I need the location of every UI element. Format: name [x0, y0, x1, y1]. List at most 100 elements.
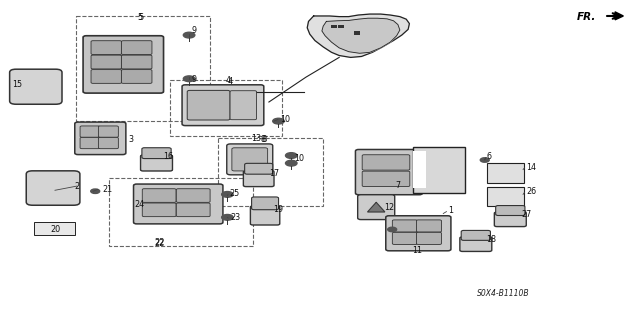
Bar — [34, 222, 75, 235]
Text: 12: 12 — [384, 203, 394, 212]
Circle shape — [388, 227, 397, 232]
Text: 3: 3 — [129, 135, 133, 144]
Text: 9: 9 — [191, 27, 196, 36]
FancyBboxPatch shape — [230, 91, 257, 120]
Text: FR.: FR. — [577, 12, 596, 22]
FancyBboxPatch shape — [142, 203, 176, 217]
FancyBboxPatch shape — [122, 41, 152, 54]
Text: 26: 26 — [526, 188, 536, 196]
FancyBboxPatch shape — [122, 55, 152, 69]
Text: 4: 4 — [226, 76, 231, 85]
FancyBboxPatch shape — [243, 171, 274, 187]
FancyBboxPatch shape — [494, 212, 526, 227]
FancyBboxPatch shape — [461, 230, 490, 240]
FancyBboxPatch shape — [460, 237, 492, 252]
FancyBboxPatch shape — [134, 184, 223, 224]
Text: 21: 21 — [103, 185, 113, 194]
Bar — [487, 187, 524, 205]
FancyBboxPatch shape — [227, 144, 273, 175]
FancyBboxPatch shape — [26, 171, 80, 205]
FancyBboxPatch shape — [83, 36, 164, 93]
FancyBboxPatch shape — [91, 41, 122, 54]
Polygon shape — [307, 14, 410, 57]
Circle shape — [91, 189, 100, 194]
FancyBboxPatch shape — [141, 155, 173, 171]
FancyBboxPatch shape — [176, 189, 210, 202]
FancyBboxPatch shape — [355, 149, 422, 195]
Text: 22: 22 — [154, 238, 164, 247]
Circle shape — [183, 32, 195, 38]
Text: 4: 4 — [227, 77, 233, 86]
FancyBboxPatch shape — [392, 232, 417, 244]
Text: 20: 20 — [50, 225, 60, 234]
Text: 14: 14 — [526, 163, 536, 172]
FancyBboxPatch shape — [188, 90, 230, 120]
Text: 8: 8 — [260, 135, 266, 144]
Circle shape — [285, 153, 297, 158]
FancyBboxPatch shape — [91, 69, 122, 83]
Text: 9: 9 — [191, 75, 196, 84]
Bar — [170, 80, 282, 136]
Polygon shape — [367, 202, 385, 212]
Polygon shape — [615, 12, 623, 20]
FancyBboxPatch shape — [176, 203, 210, 217]
Circle shape — [221, 192, 233, 197]
FancyBboxPatch shape — [392, 220, 417, 232]
FancyBboxPatch shape — [10, 69, 62, 104]
FancyBboxPatch shape — [142, 189, 176, 202]
Text: 16: 16 — [164, 152, 173, 161]
Text: 10: 10 — [294, 154, 305, 163]
Text: 6: 6 — [486, 152, 491, 161]
FancyBboxPatch shape — [91, 55, 122, 69]
Text: 7: 7 — [396, 181, 401, 190]
Text: 24: 24 — [135, 200, 145, 209]
Text: 11: 11 — [413, 246, 422, 255]
Circle shape — [221, 214, 233, 220]
Text: 25: 25 — [229, 189, 239, 198]
FancyBboxPatch shape — [142, 148, 171, 159]
Text: 13: 13 — [252, 134, 261, 143]
Text: 17: 17 — [269, 169, 279, 178]
Bar — [487, 163, 524, 183]
Bar — [413, 147, 465, 193]
Text: 23: 23 — [230, 213, 241, 222]
FancyBboxPatch shape — [417, 220, 442, 232]
Bar — [354, 31, 360, 35]
Text: 2: 2 — [74, 182, 79, 191]
FancyBboxPatch shape — [358, 195, 395, 220]
Text: 5: 5 — [138, 13, 143, 22]
FancyBboxPatch shape — [362, 155, 410, 170]
Bar — [218, 138, 323, 206]
FancyBboxPatch shape — [75, 122, 126, 155]
FancyBboxPatch shape — [417, 232, 442, 244]
Text: S0X4-B1110B: S0X4-B1110B — [476, 289, 529, 298]
Text: 5: 5 — [138, 13, 143, 22]
Text: 27: 27 — [521, 210, 531, 219]
Bar — [338, 25, 344, 28]
Text: 15: 15 — [12, 80, 22, 89]
Polygon shape — [322, 18, 400, 53]
Bar — [76, 16, 210, 121]
Text: 19: 19 — [273, 205, 284, 214]
FancyBboxPatch shape — [362, 171, 410, 187]
FancyBboxPatch shape — [244, 163, 273, 174]
FancyBboxPatch shape — [250, 206, 280, 225]
Text: 18: 18 — [486, 235, 496, 244]
Bar — [413, 151, 426, 188]
FancyBboxPatch shape — [80, 126, 100, 137]
FancyBboxPatch shape — [99, 137, 118, 149]
Text: 1: 1 — [448, 206, 452, 215]
Text: 22: 22 — [154, 239, 164, 248]
FancyBboxPatch shape — [252, 197, 278, 210]
FancyBboxPatch shape — [496, 205, 525, 215]
FancyBboxPatch shape — [99, 126, 118, 137]
Circle shape — [285, 160, 297, 166]
FancyBboxPatch shape — [182, 85, 264, 125]
Bar — [332, 25, 337, 28]
Text: 8: 8 — [261, 135, 267, 144]
Circle shape — [273, 118, 284, 124]
Bar — [109, 178, 253, 246]
FancyBboxPatch shape — [122, 69, 152, 83]
Circle shape — [183, 76, 195, 82]
FancyBboxPatch shape — [386, 216, 451, 251]
